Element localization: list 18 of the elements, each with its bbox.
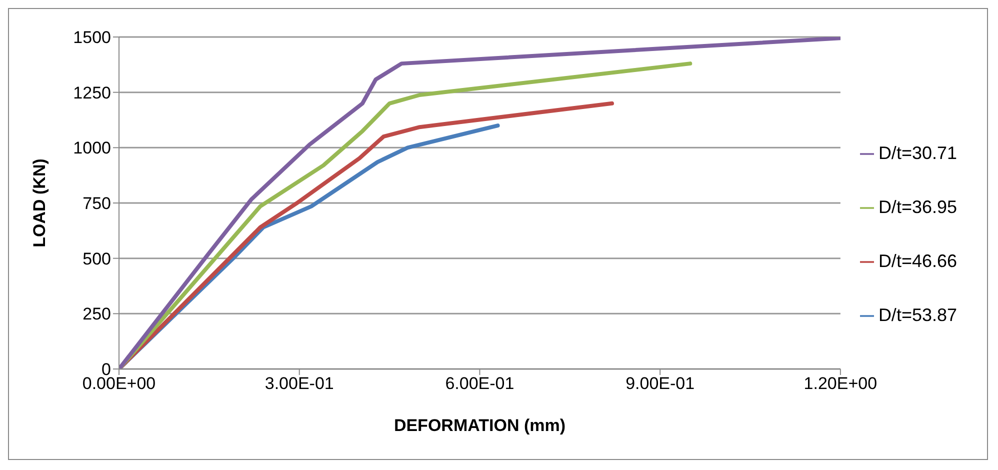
legend-label: D/t=46.66: [878, 251, 957, 271]
legend-label: D/t=30.71: [878, 143, 957, 163]
y-axis-title: LOAD (KN): [30, 158, 50, 248]
legend-label: D/t=36.95: [878, 197, 957, 217]
y-tick-label: 250: [82, 304, 111, 324]
x-axis-title: DEFORMATION (mm): [394, 416, 566, 435]
x-tick-label: 6.00E-01: [445, 374, 514, 394]
line-series: [119, 62, 692, 369]
x-tick-label: 0.00E+00: [82, 374, 156, 394]
y-tick-label: 1000: [73, 138, 111, 158]
x-tick-label: 9.00E-01: [626, 374, 695, 394]
y-tick-label: 750: [82, 194, 111, 214]
y-tick-label: 1250: [73, 83, 111, 102]
x-tick-label: 1.20E+00: [804, 374, 878, 394]
legend-label: D/t=53.87: [878, 305, 957, 325]
y-tick-label: 1500: [73, 28, 111, 48]
x-tick-label: 3.00E-01: [264, 374, 334, 394]
y-tick-label: 500: [82, 249, 111, 268]
